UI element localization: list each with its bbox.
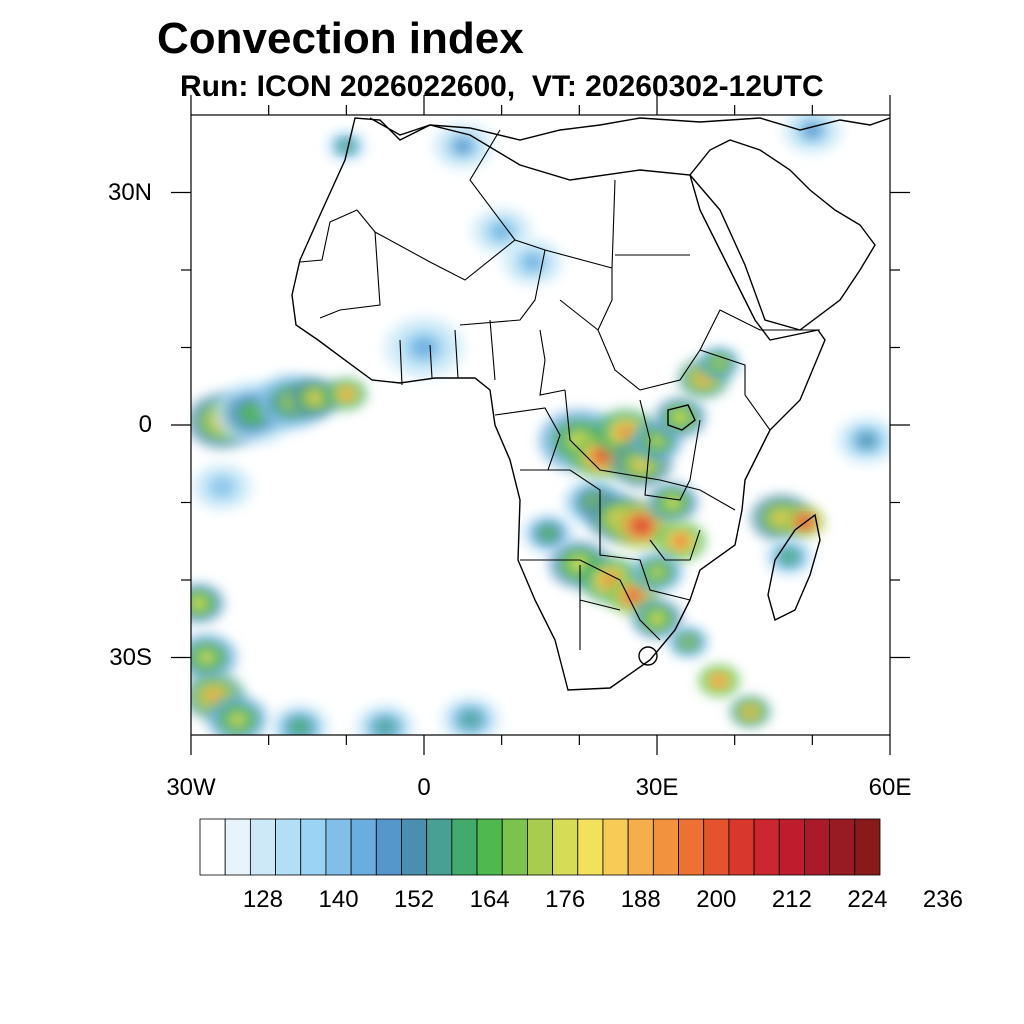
convection-patch [339,388,354,400]
convection-patch [226,711,249,728]
country-borders [299,129,820,650]
convection-patch [712,357,727,369]
convection-patch [409,336,439,359]
colorbar-label: 176 [545,886,586,913]
y-tick-label: 30S [109,643,152,671]
europe-coastline [369,117,890,141]
convection-patch [648,611,666,626]
colorbar-swatch [275,818,302,876]
y-tick-label: 0 [138,411,152,438]
lake-victoria [667,404,696,431]
convection-patch [339,140,354,152]
colorbar-swatch [527,818,553,876]
colorbar-swatch [451,818,478,876]
colorbar-label: 212 [771,886,812,913]
colorbar-swatch [325,818,352,876]
convection-patch [630,517,653,534]
colorbar-swatch [350,818,377,876]
madagascar-coastline [767,513,821,622]
convection-patch [780,549,798,564]
colorbar-swatch [778,818,805,876]
x-tick-label: 0 [417,774,431,801]
colorbar-swatch [224,818,251,876]
convection-patch [195,649,218,666]
convection-patch [712,675,727,687]
convection-patch [680,636,696,648]
x-tick-label: 30W [166,774,216,801]
colorbar-swatch [602,818,629,876]
colorbar-label: 164 [469,886,510,913]
convection-field [191,115,890,735]
axis-ticks [171,95,910,755]
convection-patch [856,432,878,449]
convection-patch [289,719,311,735]
colorbar-swatch [678,818,705,876]
colorbar-swatch [652,818,679,876]
colorbar-label: 128 [242,886,283,913]
colorbar-label: 224 [847,886,888,913]
convection-patch [522,254,544,271]
convection-patch [615,424,637,441]
colorbar-swatch [552,818,579,876]
colorbar-swatch [249,818,276,876]
lesotho-outline [638,646,658,666]
convection-patch [459,711,482,728]
colorbar-swatch [375,818,402,876]
convection-patch [671,410,690,425]
convection-patch [374,719,396,735]
convection-patch [452,137,474,155]
colorbar-swatch [577,818,604,876]
convection-patch [592,447,614,465]
x-tick-label: 60E [868,774,912,801]
convection-patch [648,433,666,448]
convection-patch [797,516,812,528]
convection-patch [539,526,558,541]
africa-coastline [291,117,826,691]
colorbar-swatch [300,818,327,876]
convection-patch [801,122,823,139]
colorbar-label: 188 [620,886,661,913]
colorbar-swatch [476,818,503,876]
colorbar-swatch [854,818,881,876]
colorbar-label: 152 [394,886,435,913]
colorbar-swatch [627,818,654,876]
convection-patch [203,688,225,705]
convection-patch [630,455,653,472]
colorbar-swatch [501,818,528,876]
convection-patch [211,478,233,496]
colorbar [199,818,881,876]
convection-patch [648,565,666,580]
colorbar-label: 200 [696,886,737,913]
colorbar-label: 236 [922,886,963,913]
arabia-coastline [689,139,876,331]
figure-title: Convection index [157,14,524,63]
coastlines-and-borders [291,117,890,691]
colorbar-swatch [703,818,730,876]
convection-patch [743,706,758,718]
colorbar-label: 140 [318,886,359,913]
colorbar-swatch [199,818,226,876]
convection-patch [671,534,690,549]
colorbar-swatch [728,818,755,876]
colorbar-swatch [426,818,453,876]
convection-patch [191,596,208,611]
colorbar-swatch [401,818,428,876]
colorbar-swatch [829,818,856,876]
colorbar-swatch [753,818,780,876]
convection-patch [491,223,513,240]
figure-subtitle: Run: ICON 2026022600, VT: 20260302-12UTC [180,70,824,103]
x-tick-label: 30E [635,774,679,801]
colorbar-swatch [804,818,831,876]
convection-patch [306,391,325,405]
y-tick-label: 30N [107,178,152,206]
